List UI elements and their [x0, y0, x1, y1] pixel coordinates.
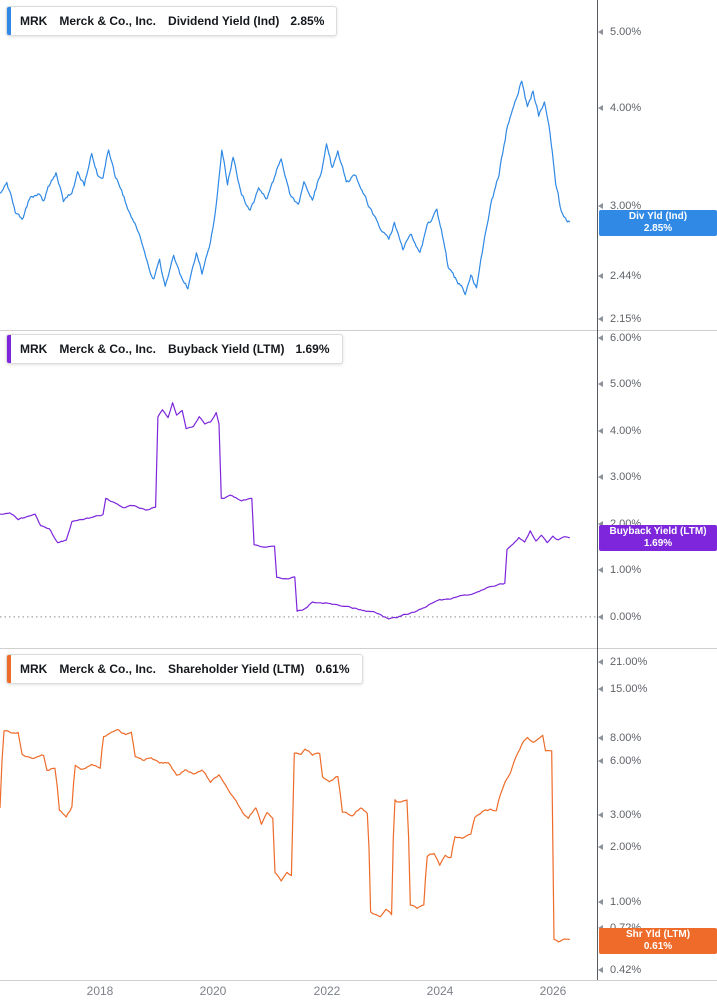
legend-buyback-yield[interactable]: MRK Merck & Co., Inc. Buyback Yield (LTM… [6, 334, 343, 364]
y-tick-mark [598, 202, 603, 209]
y-tick-mark [598, 757, 603, 764]
metric-name: Buyback Yield (LTM) [168, 342, 285, 356]
y-tick-label: 21.00% [610, 656, 648, 669]
y-tick-mark [598, 812, 603, 819]
metric-name: Shareholder Yield (LTM) [168, 662, 305, 676]
y-tick-mark [598, 334, 603, 341]
y-tick-mark [598, 735, 603, 742]
metric-name: Dividend Yield (Ind) [168, 14, 280, 28]
x-tick-label: 2018 [86, 984, 114, 998]
badge-label: Div Yld (Ind) [628, 211, 688, 222]
y-tick-label: 0.42% [610, 964, 642, 977]
y-tick-label: 1.00% [610, 564, 642, 577]
y-tick-label: 6.00% [610, 754, 642, 767]
badge-value: 0.61% [643, 941, 673, 952]
y-tick-label: 2.44% [610, 269, 642, 282]
y-tick-label: 2.15% [610, 312, 642, 325]
badge-value: 2.85% [643, 223, 673, 234]
y-tick-mark [598, 315, 603, 322]
y-tick-label: 0.00% [610, 610, 642, 623]
y-tick-label: 6.00% [610, 331, 642, 344]
panel-separator-1 [0, 330, 717, 331]
x-tick-label: 2020 [199, 984, 227, 998]
last-value-badge-shr-yld: Shr Yld (LTM) 0.61% [599, 928, 717, 954]
legend-text: MRK Merck & Co., Inc. Shareholder Yield … [11, 655, 362, 683]
series-line-shareholder-yield-ltm- [0, 729, 570, 943]
series-color-bar [7, 335, 11, 363]
y-tick-mark [598, 844, 603, 851]
ticker: MRK [20, 14, 48, 28]
y-tick-label: 5.00% [610, 378, 642, 391]
x-tick-label: 2022 [313, 984, 341, 998]
legend-text: MRK Merck & Co., Inc. Buyback Yield (LTM… [11, 335, 342, 363]
ticker: MRK [20, 662, 48, 676]
badge-label: Shr Yld (LTM) [625, 929, 691, 940]
company-name: Merck & Co., Inc. [59, 662, 157, 676]
y-tick-mark [598, 685, 603, 692]
series-line-dividend-yield-ind- [0, 80, 571, 296]
y-tick-label: 4.00% [610, 424, 642, 437]
ticker: MRK [20, 342, 48, 356]
company-name: Merck & Co., Inc. [59, 342, 157, 356]
y-tick-label: 5.00% [610, 26, 642, 39]
y-tick-mark [598, 474, 603, 481]
x-tick-label: 2024 [426, 984, 454, 998]
last-value-badge-div-yld: Div Yld (Ind) 2.85% [599, 210, 717, 236]
y-tick-label: 3.00% [610, 199, 642, 212]
y-tick-label: 3.00% [610, 809, 642, 822]
legend-text: MRK Merck & Co., Inc. Dividend Yield (In… [11, 7, 336, 35]
badge-label: Buyback Yield (LTM) [609, 526, 707, 537]
y-axis-line[interactable] [597, 0, 598, 980]
x-axis-line [0, 980, 717, 981]
y-tick-label: 3.00% [610, 471, 642, 484]
y-tick-mark [598, 105, 603, 112]
y-tick-mark [598, 29, 603, 36]
y-tick-mark [598, 520, 603, 527]
y-tick-mark [598, 659, 603, 666]
y-tick-mark [598, 567, 603, 574]
series-color-bar [7, 7, 11, 35]
y-tick-label: 8.00% [610, 732, 642, 745]
legend-dividend-yield[interactable]: MRK Merck & Co., Inc. Dividend Yield (In… [6, 6, 338, 36]
y-tick-mark [598, 967, 603, 974]
x-tick-label: 2026 [539, 984, 567, 998]
badge-value: 1.69% [643, 538, 673, 549]
y-tick-mark [598, 427, 603, 434]
last-value: 2.85% [290, 14, 325, 28]
y-tick-label: 1.00% [610, 895, 642, 908]
y-tick-label: 4.00% [610, 102, 642, 115]
panel-separator-2 [0, 648, 717, 649]
last-value: 0.61% [315, 662, 350, 676]
y-tick-label: 15.00% [610, 682, 648, 695]
company-name: Merck & Co., Inc. [59, 14, 157, 28]
series-line-buyback-yield-ltm- [0, 402, 570, 620]
y-tick-mark [598, 381, 603, 388]
y-tick-label: 2.00% [610, 841, 642, 854]
y-tick-mark [598, 613, 603, 620]
legend-shareholder-yield[interactable]: MRK Merck & Co., Inc. Shareholder Yield … [6, 654, 363, 684]
y-tick-mark [598, 924, 603, 931]
y-tick-mark [598, 272, 603, 279]
y-tick-mark [598, 898, 603, 905]
last-value-badge-buyback-yld: Buyback Yield (LTM) 1.69% [599, 525, 717, 551]
last-value: 1.69% [295, 342, 330, 356]
series-color-bar [7, 655, 11, 683]
